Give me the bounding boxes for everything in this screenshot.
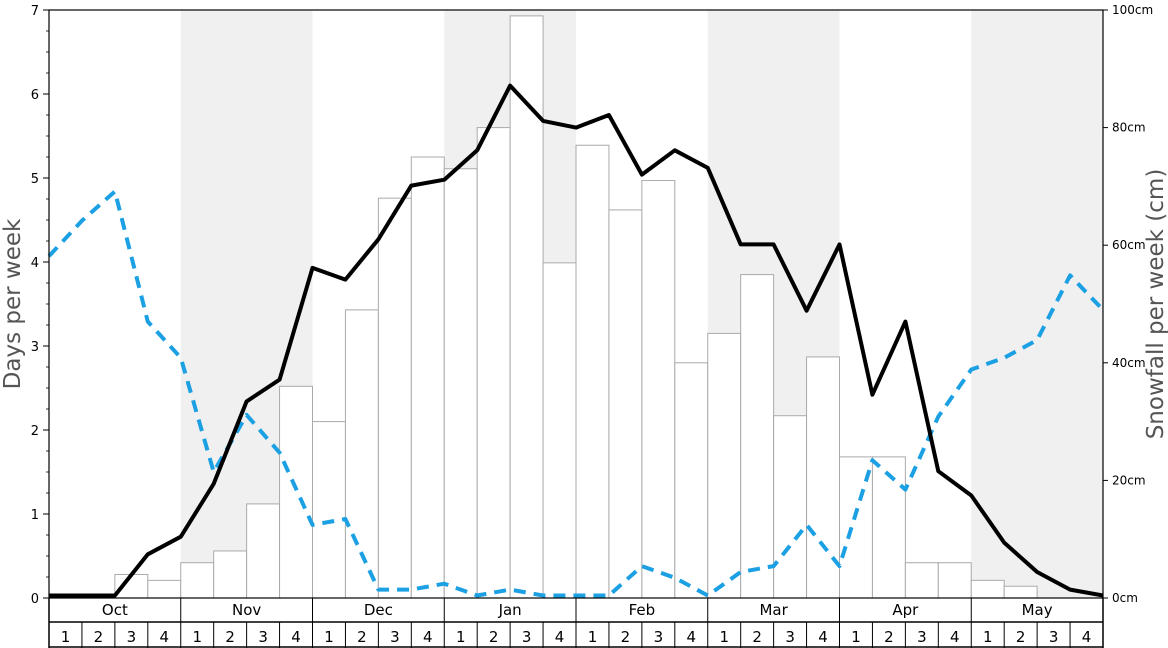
y-axis-title: Days per week — [0, 218, 26, 389]
week-label: 2 — [225, 628, 235, 646]
snowfall-bar — [904, 562, 939, 599]
month-label: May — [1022, 601, 1053, 619]
y-tick-label: 7 — [31, 4, 39, 19]
week-label: 3 — [1049, 628, 1059, 646]
month-label: Jan — [498, 601, 522, 619]
week-label: 3 — [785, 628, 795, 646]
month-label: Dec — [364, 601, 393, 619]
month-label: Oct — [102, 601, 128, 619]
week-label: 1 — [456, 628, 466, 646]
week-label: 3 — [522, 628, 532, 646]
week-label: 1 — [851, 628, 861, 646]
snowfall-bar — [344, 309, 379, 599]
week-label: 4 — [1082, 628, 1092, 646]
week-label: 4 — [950, 628, 960, 646]
snowfall-bar — [213, 550, 248, 599]
left-axis: 0 1 2 3 4 5 6 7 — [31, 4, 49, 607]
y-tick-label: 2 — [31, 424, 39, 439]
week-label: 1 — [324, 628, 334, 646]
y2-axis-title: Snowfall per week (cm) — [1143, 169, 1168, 440]
y2-tick-label: 80cm — [1112, 121, 1146, 135]
week-label: 3 — [127, 628, 137, 646]
week-label: 2 — [357, 628, 367, 646]
dashed-series-line — [47, 189, 1105, 598]
snowfall-bar — [773, 415, 808, 599]
week-label: 3 — [390, 628, 400, 646]
y2-tick-label: 20cm — [1112, 473, 1146, 487]
y-tick-label: 5 — [31, 172, 39, 187]
snowfall-bar — [476, 127, 511, 599]
week-label: 4 — [818, 628, 828, 646]
week-label: 4 — [291, 628, 301, 646]
week-label: 2 — [1016, 628, 1026, 646]
right-axis: 0cm 20cm 40cm 60cm 80cm 100cm — [1103, 3, 1153, 605]
week-label: 3 — [654, 628, 664, 646]
y-tick-label: 3 — [31, 340, 39, 355]
week-label: 3 — [917, 628, 927, 646]
week-label: 4 — [687, 628, 697, 646]
snowfall-bar — [377, 197, 412, 599]
month-label: Apr — [892, 601, 919, 619]
snowfall-bar — [312, 421, 346, 599]
week-label: 4 — [555, 628, 565, 646]
y2-tick-label: 100cm — [1112, 3, 1153, 17]
snowfall-bar — [674, 362, 709, 599]
snowfall-bar — [608, 209, 643, 599]
snowfall-bar — [740, 274, 775, 599]
week-label: 1 — [719, 628, 729, 646]
week-label: 2 — [884, 628, 894, 646]
y-tick-label: 1 — [31, 508, 39, 523]
month-label: Mar — [759, 601, 788, 619]
snowfall-bar — [937, 562, 972, 599]
week-label: 3 — [258, 628, 268, 646]
y2-tick-label: 60cm — [1112, 238, 1146, 252]
y-tick-label: 4 — [31, 256, 39, 271]
snowfall-bar — [147, 579, 182, 599]
snowfall-bar — [707, 332, 742, 599]
month-shade-may — [971, 10, 1103, 598]
snowfall-bar — [542, 262, 577, 599]
snowfall-bar — [443, 168, 478, 599]
month-label: Nov — [232, 601, 261, 619]
week-label: 4 — [423, 628, 433, 646]
snowfall-bar — [246, 503, 281, 599]
x-axis: Oct 1 2 3 4 Nov 1 2 3 4 Dec 1 2 3 4 Jan 1 2 3 4 Feb 1 2 3 4 Mar 1 2… — [48, 598, 1104, 648]
snowfall-bar — [410, 156, 445, 599]
y2-tick-label: 40cm — [1112, 356, 1146, 370]
week-label: 2 — [489, 628, 499, 646]
month-label: Feb — [629, 601, 656, 619]
y2-tick-label: 0cm — [1112, 591, 1138, 605]
snowfall-bar — [970, 579, 1005, 599]
snowfall-bar — [871, 456, 906, 599]
solid-series-line — [49, 83, 1104, 598]
snowfall-bar — [575, 144, 610, 599]
week-label: 1 — [588, 628, 598, 646]
snowfall-bar — [279, 385, 313, 599]
week-label: 2 — [752, 628, 762, 646]
week-label: 1 — [192, 628, 202, 646]
y-tick-label: 0 — [31, 592, 39, 607]
snowfall-bar — [641, 180, 676, 599]
week-label: 1 — [983, 628, 993, 646]
week-label: 4 — [160, 628, 170, 646]
week-label: 1 — [61, 628, 71, 646]
snowfall-bar — [180, 562, 215, 599]
y-tick-label: 6 — [31, 88, 39, 103]
week-label: 2 — [94, 628, 104, 646]
series-lines — [47, 83, 1105, 598]
week-label: 2 — [621, 628, 631, 646]
snowfall-bar — [1003, 585, 1038, 599]
